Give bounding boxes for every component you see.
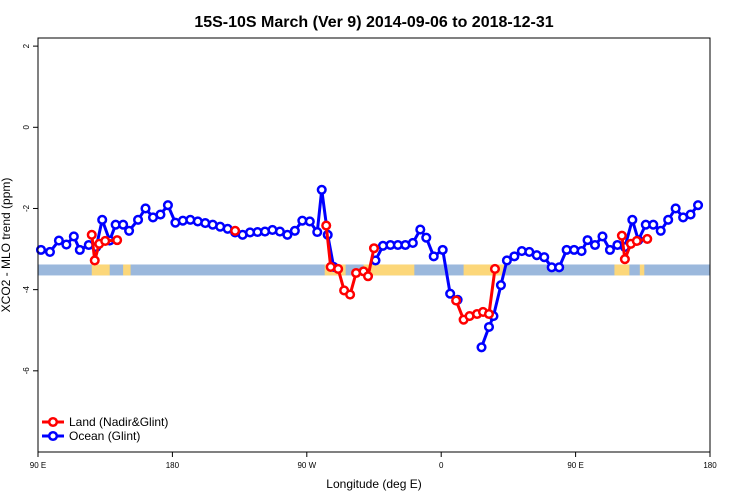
data-point [140, 203, 151, 214]
plot-area [35, 184, 710, 353]
x-tick-label: 180 [703, 461, 717, 470]
data-point [44, 246, 55, 257]
data-point [582, 235, 593, 246]
data-point [35, 244, 47, 255]
data-point [619, 254, 630, 265]
data-point [501, 255, 512, 266]
x-tick-label: 90 W [297, 461, 316, 470]
data-point [407, 237, 418, 249]
y-tick-label: 0 [22, 125, 31, 130]
legend-label: Land (Nadir&Glint) [69, 415, 168, 429]
data-point [597, 231, 608, 242]
legend-label: Ocean (Glint) [69, 429, 140, 443]
data-point [483, 308, 495, 320]
data-point [509, 251, 520, 262]
data-point [89, 255, 100, 266]
legend-marker [47, 416, 59, 428]
data-point [483, 321, 495, 333]
band-land-6 [639, 264, 645, 276]
data-point [282, 229, 293, 240]
data-point [112, 235, 123, 246]
data-point [321, 220, 332, 231]
data-point [576, 246, 587, 257]
data-point [53, 235, 64, 246]
data-point [230, 225, 241, 236]
data-point [68, 231, 79, 242]
data-point [124, 225, 135, 236]
data-point [489, 263, 501, 274]
data-point [133, 214, 144, 225]
band-land-1 [123, 264, 131, 276]
data-point [368, 243, 380, 254]
series-line [40, 188, 336, 268]
data-point [316, 184, 327, 195]
data-point [312, 226, 323, 238]
legend: Land (Nadir&Glint)Ocean (Glint) [42, 415, 168, 443]
data-point [289, 225, 300, 236]
data-point [74, 244, 85, 255]
chart-title: 15S-10S March (Ver 9) 2014-09-06 to 2018… [194, 14, 553, 31]
band-land-5 [614, 264, 630, 276]
data-point [476, 342, 487, 353]
data-point [437, 244, 448, 255]
data-point [663, 214, 674, 225]
x-axis-label: Longitude (deg E) [326, 477, 421, 491]
data-point [648, 219, 659, 230]
axes: 90 E 180 90 W 0 90 E 180 -6 -4 -2 0 2 [22, 43, 717, 470]
data-point [162, 200, 173, 211]
y-tick-label: -6 [22, 367, 31, 375]
data-point [415, 224, 426, 235]
band-land-4 [463, 264, 506, 276]
data-point [627, 214, 638, 225]
x-tick-label: 180 [166, 461, 180, 470]
data-point [451, 295, 462, 306]
data-point [655, 225, 666, 236]
x-tick-label: 90 E [567, 461, 583, 470]
data-point [86, 229, 97, 240]
data-point [155, 209, 166, 220]
data-point [670, 203, 681, 214]
data-point [642, 233, 653, 244]
data-point [362, 271, 374, 282]
data-point [589, 239, 601, 251]
data-point [304, 216, 315, 227]
data-point [421, 232, 432, 243]
legend-marker [47, 430, 59, 442]
data-point [693, 200, 704, 211]
data-point [445, 288, 456, 299]
data-point [539, 252, 550, 263]
data-point [428, 251, 439, 262]
y-tick-label: -2 [22, 204, 31, 212]
series-land [86, 220, 653, 325]
data-point [100, 235, 111, 246]
y-tick-label: -4 [22, 286, 31, 294]
data-point [495, 280, 506, 291]
data-point [554, 262, 565, 273]
y-tick-label: 2 [22, 43, 31, 48]
x-tick-label: 90 E [30, 461, 46, 470]
data-point [604, 244, 615, 255]
data-point [97, 214, 108, 225]
series-line [480, 204, 700, 348]
data-point [61, 239, 72, 250]
data-point [345, 289, 356, 300]
data-point [685, 209, 696, 220]
data-point [118, 219, 129, 230]
band-land-0 [91, 264, 110, 276]
data-point [333, 263, 344, 274]
data-point [631, 235, 642, 246]
y-axis-label: XCO2 - MLO trend (ppm) [0, 178, 13, 313]
x-tick-label: 0 [439, 461, 444, 470]
data-point [616, 230, 627, 241]
band-land-3 [363, 264, 415, 276]
plot-frame [37, 37, 711, 453]
